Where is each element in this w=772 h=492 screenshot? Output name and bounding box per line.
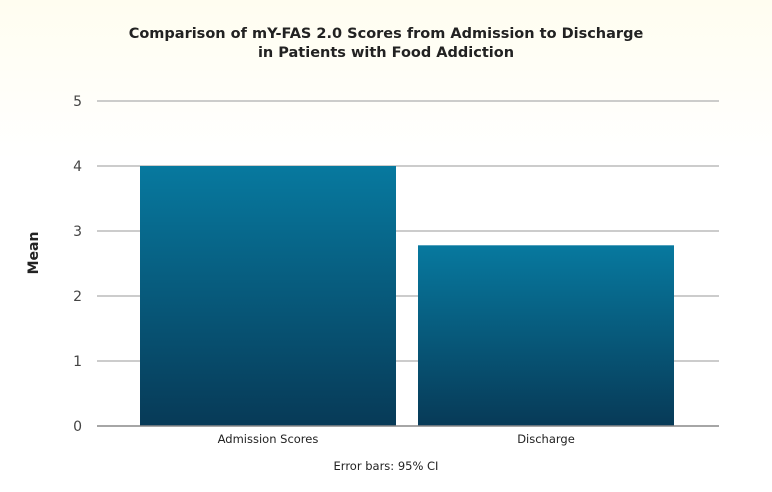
y-tick-label: 2 (73, 289, 82, 305)
y-tick-label: 1 (73, 354, 82, 370)
error-bars-note: Error bars: 95% CI (333, 459, 439, 473)
y-tick-label: 3 (73, 224, 82, 240)
x-tick-label: Discharge (517, 432, 575, 446)
tick-labels: 0 1 2 3 4 5 Admission Scores Discharge (73, 94, 575, 446)
chart-title-line-2: in Patients with Food Addiction (257, 45, 515, 61)
chart-title-line-1: Comparison of mY-FAS 2.0 Scores from Adm… (128, 26, 644, 42)
bar-admission-scores (140, 166, 396, 426)
y-tick-label: 5 (73, 94, 82, 110)
bar-discharge (418, 245, 674, 426)
y-tick-label: 4 (73, 159, 82, 175)
x-tick-label: Admission Scores (218, 432, 319, 446)
y-tick-label: 0 (73, 419, 82, 435)
chart-title: Comparison of mY-FAS 2.0 Scores from Adm… (0, 25, 772, 63)
bars (140, 166, 674, 426)
